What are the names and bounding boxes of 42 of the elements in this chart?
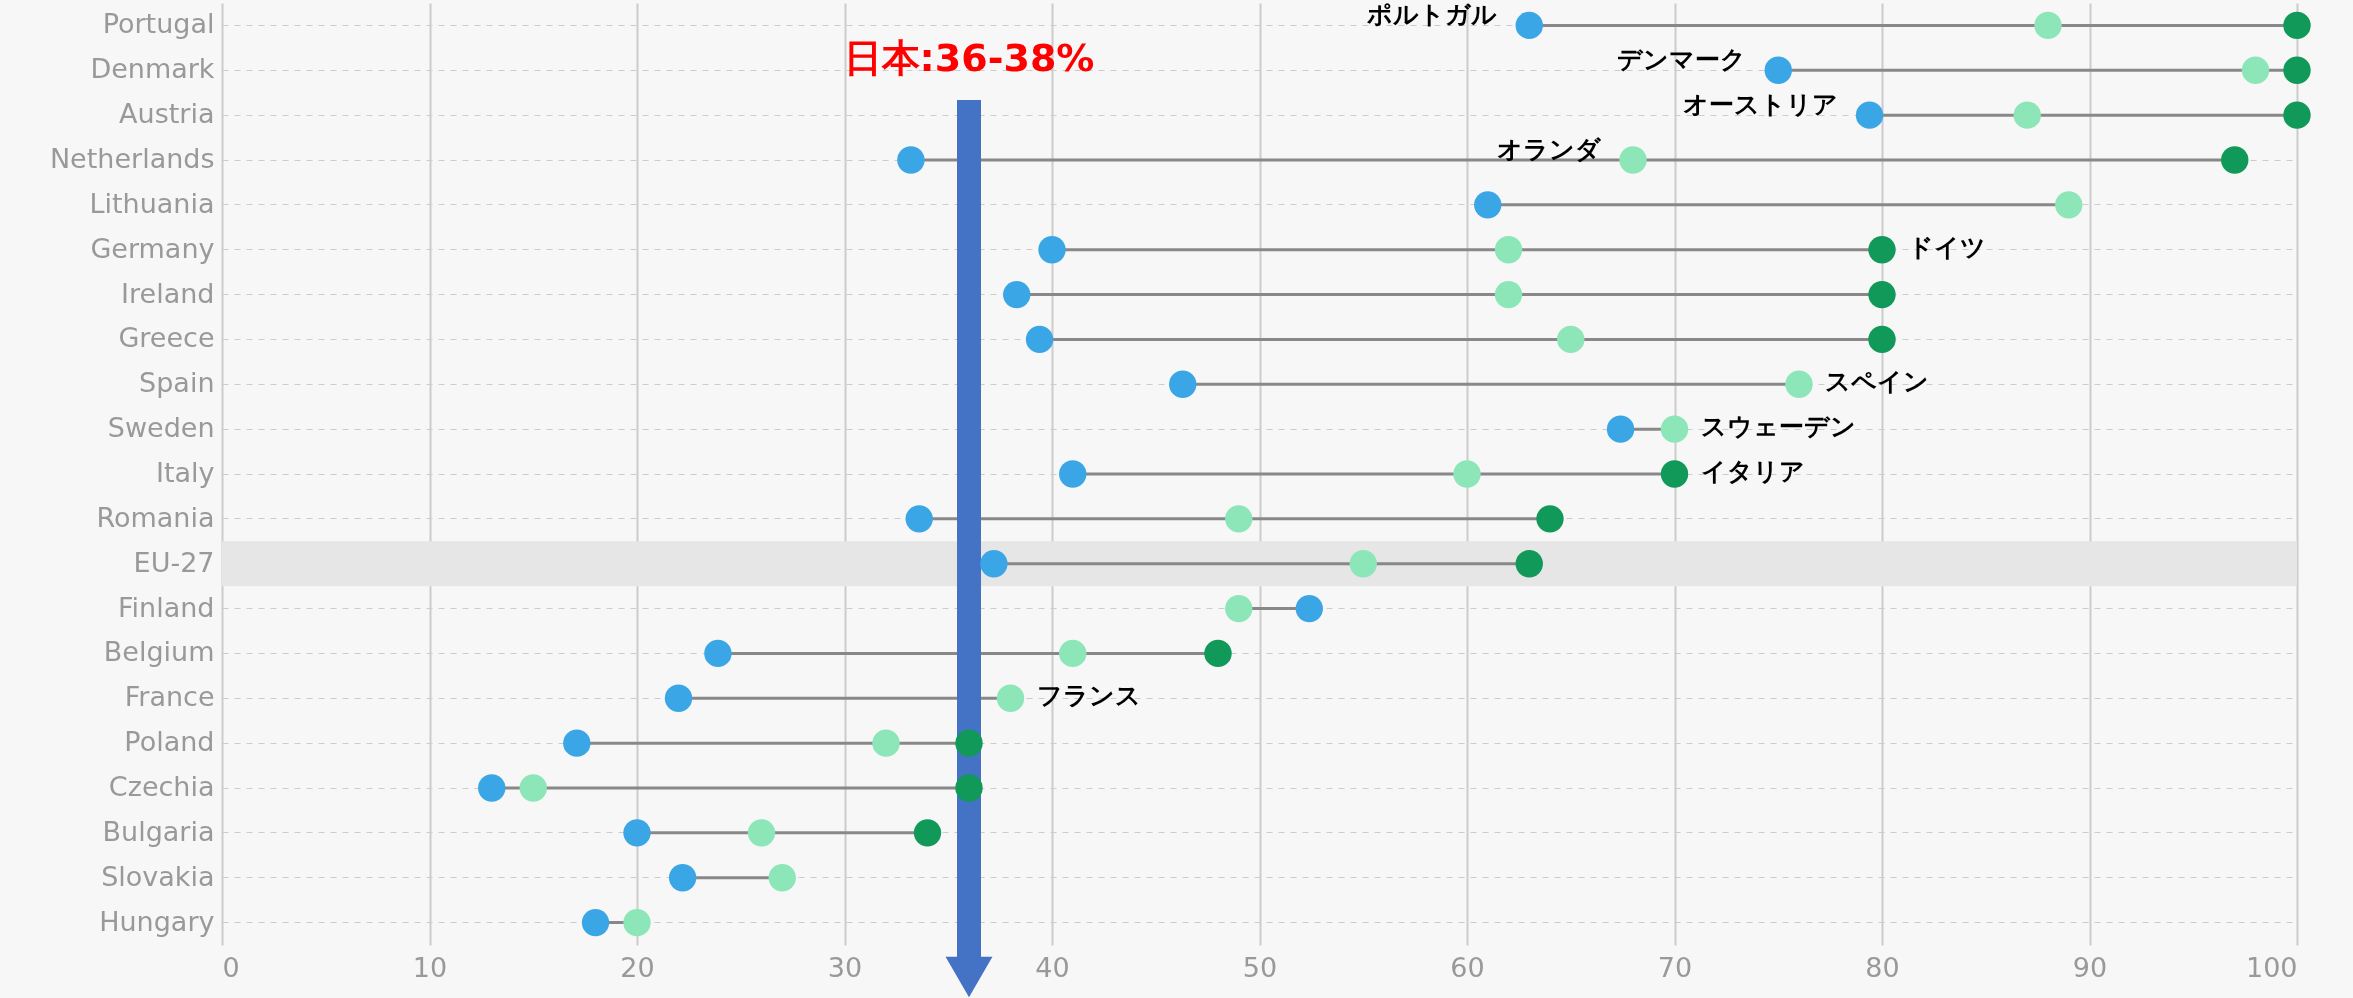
y-tick-label: Hungary (99, 905, 215, 937)
x-tick-label: 20 (620, 951, 655, 983)
x-tick-label: 90 (2072, 951, 2108, 983)
annotation: スウェーデン (1700, 412, 1856, 442)
annotation: イタリア (1700, 457, 1805, 486)
annotation: スペイン (1825, 367, 1929, 397)
annotation: ドイツ (1908, 232, 1986, 262)
y-tick-label: Czechia (108, 771, 215, 802)
x-tick-label: 100 (2245, 951, 2298, 983)
y-tick-label: Austria (119, 98, 215, 130)
y-tick-label: Italy (155, 457, 215, 488)
annotation: オーストリア (1682, 90, 1838, 120)
x-tick-label: 30 (827, 951, 863, 983)
y-tick-label: Spain (139, 367, 215, 399)
annotation: フランス (1036, 681, 1141, 711)
y-tick-label: Ireland (121, 277, 215, 309)
y-tick-label: Sweden (107, 412, 215, 444)
y-tick-label: Finland (118, 591, 215, 623)
x-tick-label: 0 (222, 951, 240, 983)
x-tick-label: 80 (1865, 951, 1900, 983)
y-tick-label: France (124, 681, 215, 713)
y-tick-label: Germany (90, 232, 215, 264)
y-tick-label: Lithuania (89, 187, 215, 219)
annotation: ポルトガル (1366, 0, 1498, 30)
annotation: オランダ (1497, 135, 1602, 164)
y-tick-label: Romania (96, 501, 215, 533)
x-tick-label: 70 (1657, 951, 1693, 983)
y-tick-label: Greece (118, 322, 215, 354)
x-tick-label: 60 (1450, 951, 1485, 983)
y-tick-label: Denmark (90, 53, 215, 85)
x-tick-label: 40 (1035, 951, 1070, 983)
y-tick-label: Portugal (102, 8, 215, 40)
ref-line-label: 日本:36-38% (843, 36, 1095, 80)
annotation: デンマーク (1617, 45, 1747, 75)
y-tick-label: Belgium (103, 636, 215, 668)
x-tick-label: 50 (1242, 951, 1278, 983)
x-tick-label: 10 (412, 951, 448, 983)
y-tick-label: Netherlands (49, 143, 215, 174)
y-tick-label: Slovakia (101, 860, 215, 892)
y-tick-label: Poland (124, 726, 215, 758)
y-tick-label: EU-27 (133, 546, 215, 578)
y-tick-label: Bulgaria (102, 815, 215, 847)
